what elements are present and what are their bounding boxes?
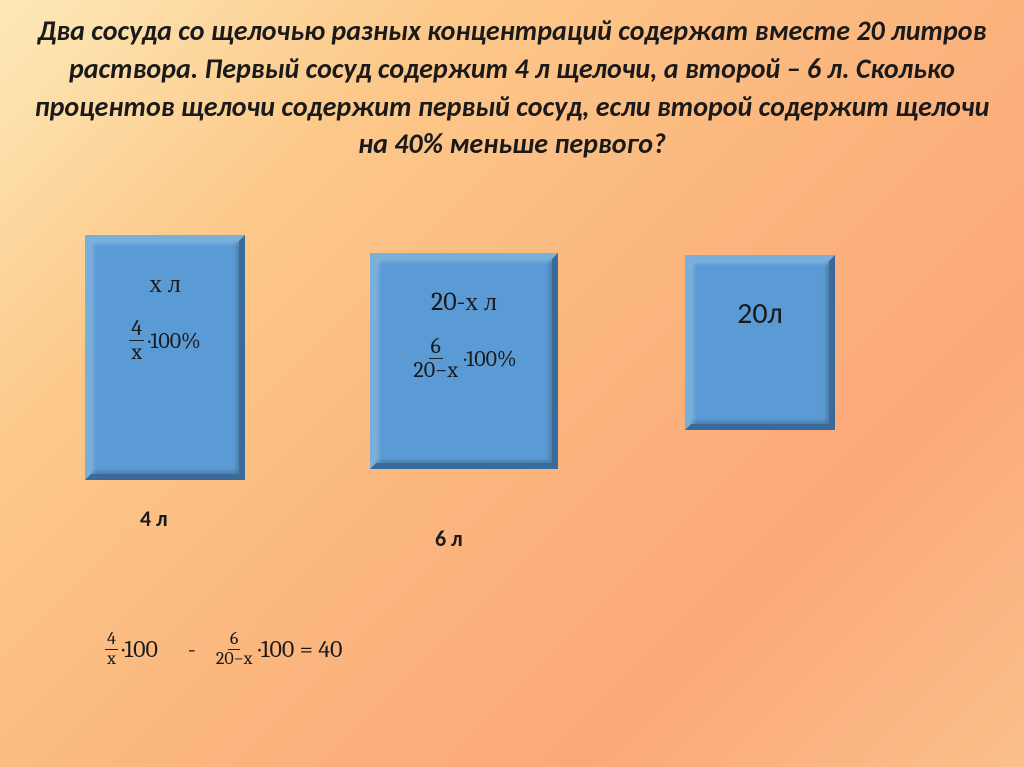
equation: 4 x ·100 - 6 20−x ·100 = 40 — [105, 630, 354, 669]
fraction: 4 x — [105, 630, 118, 669]
vessel-2-volume: 20-х л — [431, 287, 497, 317]
fraction-num: 6 — [429, 335, 443, 359]
term-tail: ·100 = 40 — [258, 635, 342, 663]
minus-sign: - — [188, 635, 196, 663]
vessel-1-formula: 4 x ·100% — [129, 317, 200, 364]
fraction-num: 6 — [228, 630, 240, 650]
fraction-num: 4 — [129, 317, 144, 341]
fraction-den: x — [105, 650, 118, 669]
formula-tail: ·100% — [464, 346, 517, 372]
fraction-den: x — [129, 341, 144, 364]
fraction-num: 4 — [105, 630, 118, 650]
term-tail: ·100 — [122, 635, 158, 663]
formula-tail: ·100% — [148, 328, 201, 354]
vessel-2-formula: 6 20−x ·100% — [411, 335, 516, 382]
fraction-den: 20−x — [411, 359, 460, 382]
problem-title-text: Два сосуда со щелочью разных концентраци… — [35, 13, 990, 161]
vessel-3: 20л — [685, 255, 835, 430]
problem-title: Два сосуда со щелочью разных концентраци… — [0, 0, 1024, 163]
vessel-2: 20-х л 6 20−x ·100% — [370, 253, 558, 469]
vessel-1: х л 4 x ·100% — [85, 235, 245, 480]
fraction: 6 20−x — [214, 630, 254, 669]
equation-term-2: 6 20−x ·100 = 40 — [214, 630, 343, 669]
vessel-1-volume: х л — [149, 269, 181, 299]
equation-term-1: 4 x ·100 — [105, 630, 158, 669]
fraction: 4 x — [129, 317, 144, 364]
fraction: 6 20−x — [411, 335, 460, 382]
fraction-den: 20−x — [214, 650, 254, 669]
vessel-2-caption: 6 л — [435, 525, 463, 552]
vessel-3-label: 20л — [737, 295, 783, 332]
vessel-1-caption: 4 л — [140, 505, 168, 532]
